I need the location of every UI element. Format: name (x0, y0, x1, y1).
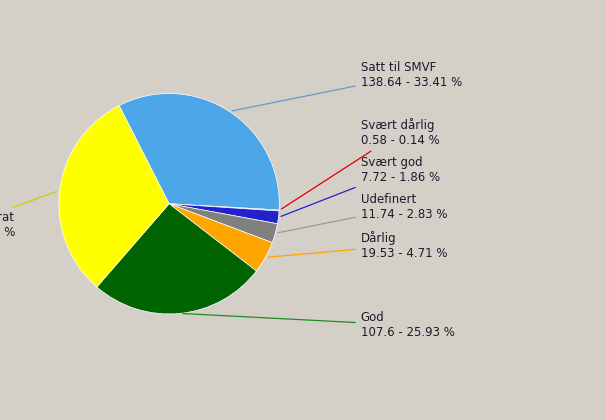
Wedge shape (59, 105, 169, 287)
Text: Svært dårlig
0.58 - 0.14 %: Svært dårlig 0.58 - 0.14 % (281, 118, 439, 209)
Text: Svært god
7.72 - 1.86 %: Svært god 7.72 - 1.86 % (281, 156, 440, 216)
Wedge shape (169, 204, 278, 243)
Wedge shape (97, 204, 256, 314)
Wedge shape (169, 204, 279, 224)
Text: Satt til SMVF
138.64 - 33.41 %: Satt til SMVF 138.64 - 33.41 % (232, 61, 462, 111)
Text: Udefinert
11.74 - 2.83 %: Udefinert 11.74 - 2.83 % (278, 194, 447, 233)
Text: God
107.6 - 25.93 %: God 107.6 - 25.93 % (183, 311, 454, 339)
Wedge shape (119, 94, 279, 210)
Text: Dårlig
19.53 - 4.71 %: Dårlig 19.53 - 4.71 % (268, 231, 447, 260)
Wedge shape (169, 204, 272, 271)
Wedge shape (169, 204, 279, 211)
Text: Moderat
129.18 - 31.13 %: Moderat 129.18 - 31.13 % (0, 192, 57, 239)
